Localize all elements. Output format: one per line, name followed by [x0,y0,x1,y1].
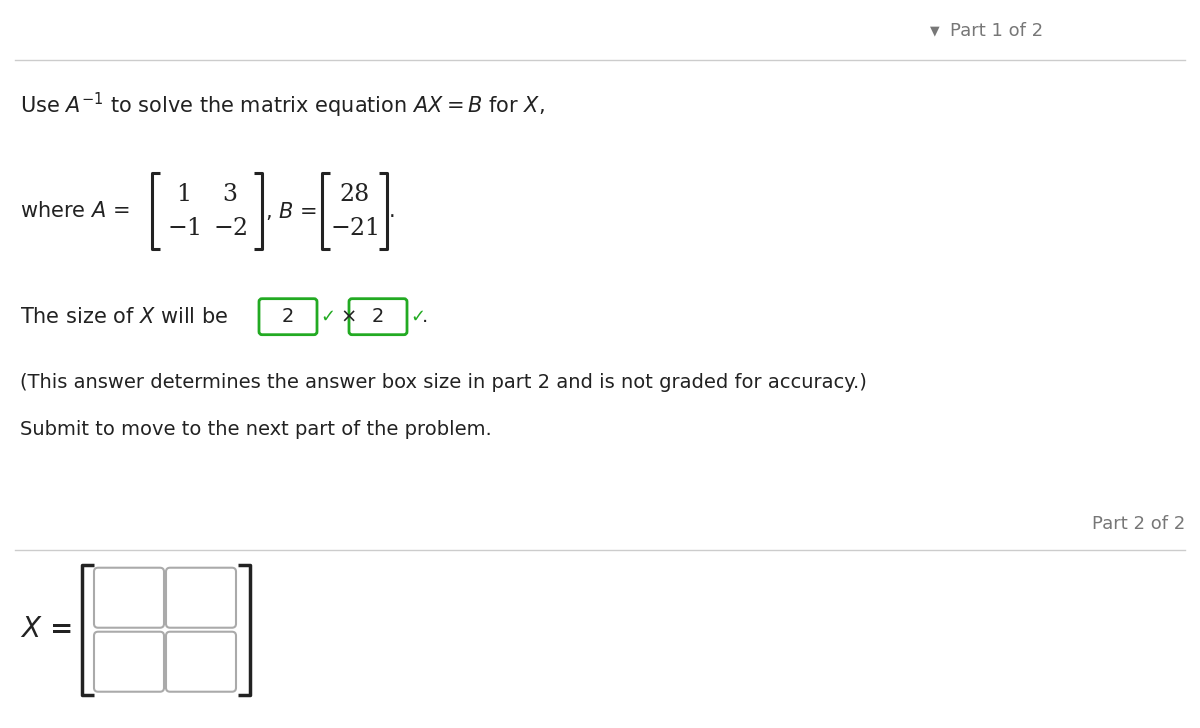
Text: 28: 28 [340,183,370,205]
Text: Part 1 of 2: Part 1 of 2 [950,22,1043,39]
Text: .: . [389,201,396,221]
Text: Use $A^{-1}$ to solve the matrix equation $AX = B$ for $X$,: Use $A^{-1}$ to solve the matrix equatio… [20,91,545,120]
Text: 1: 1 [176,183,192,205]
Text: (This answer determines the answer box size in part 2 and is not graded for accu: (This answer determines the answer box s… [20,373,866,392]
Text: where $A$ =: where $A$ = [20,201,132,221]
FancyBboxPatch shape [94,568,164,628]
FancyBboxPatch shape [94,632,164,692]
Text: The size of $\mathit{X}$ will be: The size of $\mathit{X}$ will be [20,306,229,327]
Text: ✓: ✓ [320,308,335,325]
FancyBboxPatch shape [259,298,317,335]
Text: $-$21: $-$21 [330,217,379,240]
Text: $-$2: $-$2 [212,217,247,240]
Text: ▼: ▼ [930,24,940,37]
Text: $\mathit{X}$ =: $\mathit{X}$ = [20,616,72,644]
Text: ✓: ✓ [410,308,425,325]
Text: $-$1: $-$1 [167,217,200,240]
Text: ×: × [340,307,356,326]
Text: , $B$ =: , $B$ = [265,200,319,222]
Text: .: . [422,307,428,326]
Text: Part 2 of 2: Part 2 of 2 [1092,515,1186,533]
FancyBboxPatch shape [166,568,236,628]
Text: 2: 2 [372,307,384,326]
FancyBboxPatch shape [349,298,407,335]
Text: 3: 3 [222,183,238,205]
Text: 2: 2 [282,307,294,326]
FancyBboxPatch shape [166,632,236,692]
Text: Submit to move to the next part of the problem.: Submit to move to the next part of the p… [20,420,492,439]
